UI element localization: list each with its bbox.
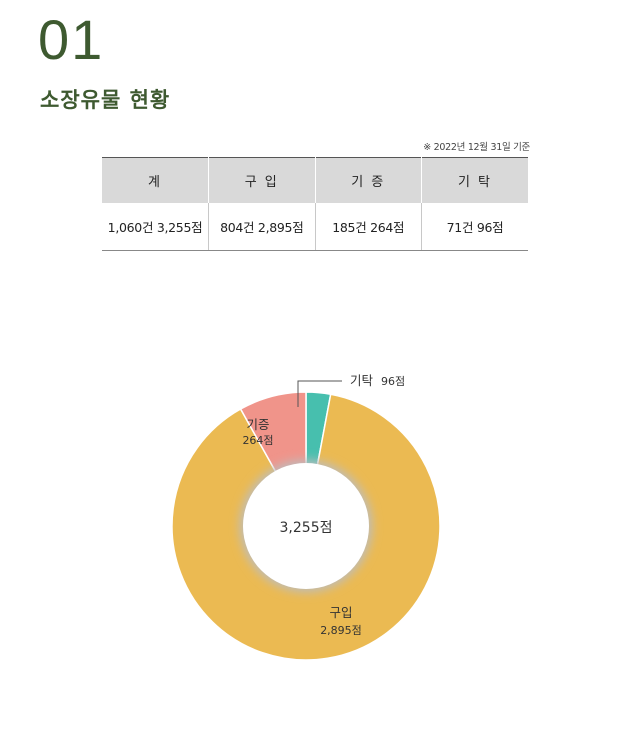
chart-slices [171,391,441,661]
center-total-label: 3,255점 [280,520,333,536]
section-number: 01 [38,8,105,71]
donut-hole [243,463,369,589]
cell-purchase: 804건 2,895점 [208,203,315,251]
slice-label-donation-name: 기증 [246,417,269,432]
header-total: 계 [102,157,209,203]
cell-total: 1,060건 3,255점 [102,203,209,251]
table-row: 1,060건 3,255점 804건 2,895점 185건 264점 71건 … [102,203,528,251]
header-donation: 기 증 [314,157,422,203]
slice-label-purchase-value: 2,895점 [320,624,362,637]
deposit-label-name: 기탁 [350,373,374,388]
header-purchase: 구 입 [208,157,315,203]
slice-label-purchase-name: 구입 [329,605,352,620]
slice-label-donation-value: 264점 [242,434,273,447]
section-title: 소장유물 현황 [40,87,171,112]
deposit-leader-line [297,380,342,407]
slice-label-deposit: 기탁 96점 [350,373,405,388]
cell-deposit: 71건 96점 [421,203,528,251]
header-deposit: 기 탁 [421,157,528,203]
deposit-label-value: 96점 [381,375,405,388]
holdings-summary-table: 계 구 입 기 증 기 탁 1,060건 3,255점 804건 2,895점 … [102,157,528,251]
cell-donation: 185건 264점 [314,203,422,251]
table-header-row: 계 구 입 기 증 기 탁 [102,157,528,203]
as-of-date-note: ※ 2022년 12월 31일 기준 [423,142,530,153]
